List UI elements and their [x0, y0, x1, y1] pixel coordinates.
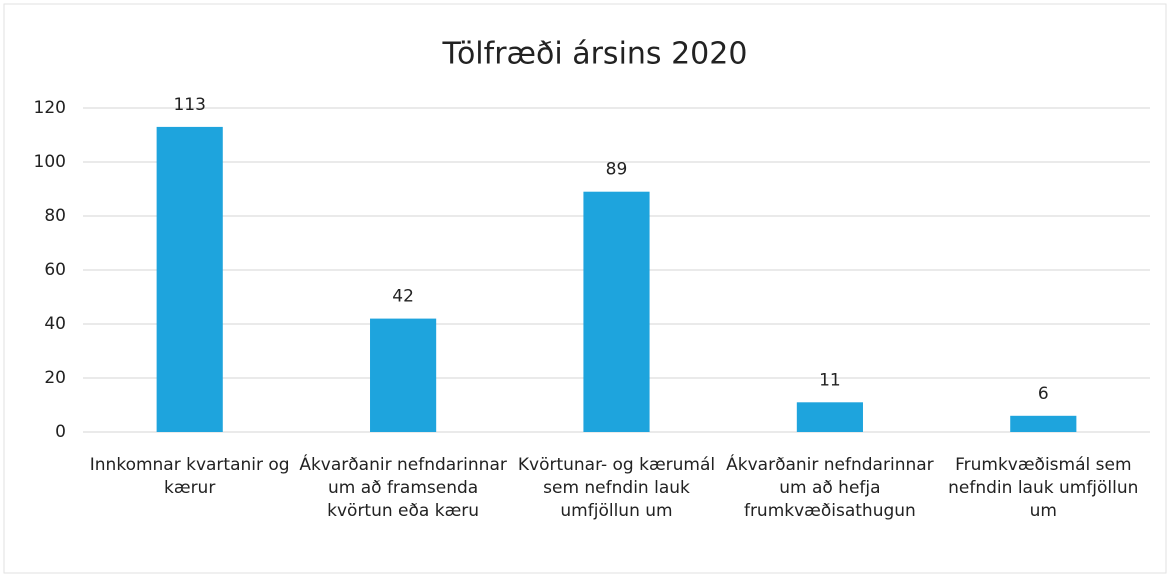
bar — [1010, 415, 1077, 432]
x-tick-label: Frumkvæðismál sem nefndin lauk umfjöllun… — [948, 455, 1139, 521]
bar — [156, 126, 223, 433]
bar — [583, 191, 650, 432]
x-tick-label: Innkomnar kvartanir og kærur — [89, 455, 290, 498]
y-tick-label: 0 — [55, 422, 66, 442]
y-tick-label: 100 — [34, 152, 66, 172]
bar — [796, 402, 863, 432]
data-label: 113 — [173, 95, 205, 115]
data-label: 42 — [392, 287, 414, 307]
chart-title: Tölfræði ársins 2020 — [442, 37, 748, 72]
chart-border — [3, 3, 1167, 574]
data-label: 89 — [606, 160, 628, 180]
y-tick-label: 120 — [34, 98, 66, 118]
data-label: 6 — [1038, 384, 1049, 404]
y-tick-label: 40 — [44, 314, 66, 334]
bar — [370, 318, 437, 432]
y-tick-label: 20 — [44, 368, 66, 388]
y-tick-label: 60 — [44, 260, 66, 280]
x-tick-label: Ákvarðanir nefndarinnar um að framsenda … — [299, 455, 507, 521]
data-label: 11 — [819, 370, 841, 390]
y-tick-label: 80 — [44, 206, 66, 226]
x-tick-label: Kvörtunar- og kærumál sem nefndin lauk u… — [517, 455, 716, 521]
x-tick-label: Ákvarðanir nefndarinnar um að hefja frum… — [726, 455, 934, 521]
